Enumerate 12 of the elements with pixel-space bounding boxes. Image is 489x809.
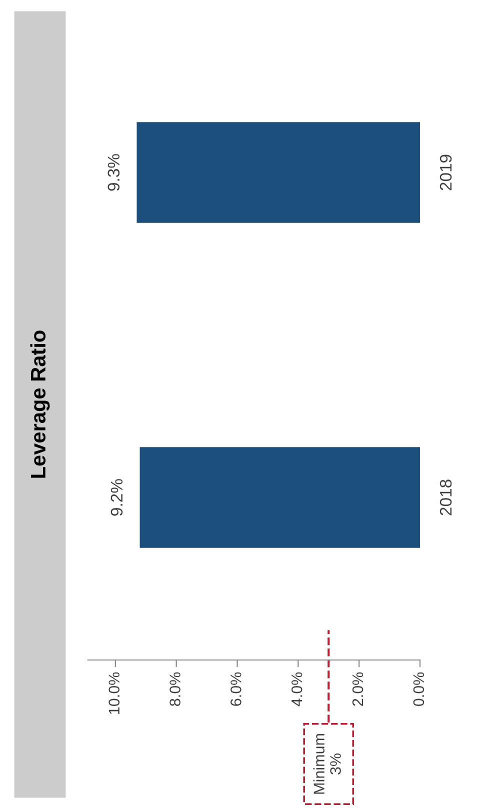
x-tick-label: 2.0%	[352, 672, 364, 706]
text: Leverage Ratio	[30, 330, 50, 478]
ref-line-label: Minimum 3%	[313, 734, 341, 794]
x-tick-label: 6.0%	[230, 672, 242, 706]
data-label: 9.3%	[108, 154, 120, 191]
x-tick-label: 10.0%	[108, 672, 120, 714]
y-tick-label: 2018	[440, 480, 452, 516]
x-tick-label: 4.0%	[291, 672, 302, 706]
data-label: 9.2%	[110, 479, 123, 516]
x-tick-label: 8.0%	[170, 672, 180, 706]
y-tick-label: 2019	[440, 154, 452, 190]
x-tick-label: 0.0%	[413, 672, 424, 706]
